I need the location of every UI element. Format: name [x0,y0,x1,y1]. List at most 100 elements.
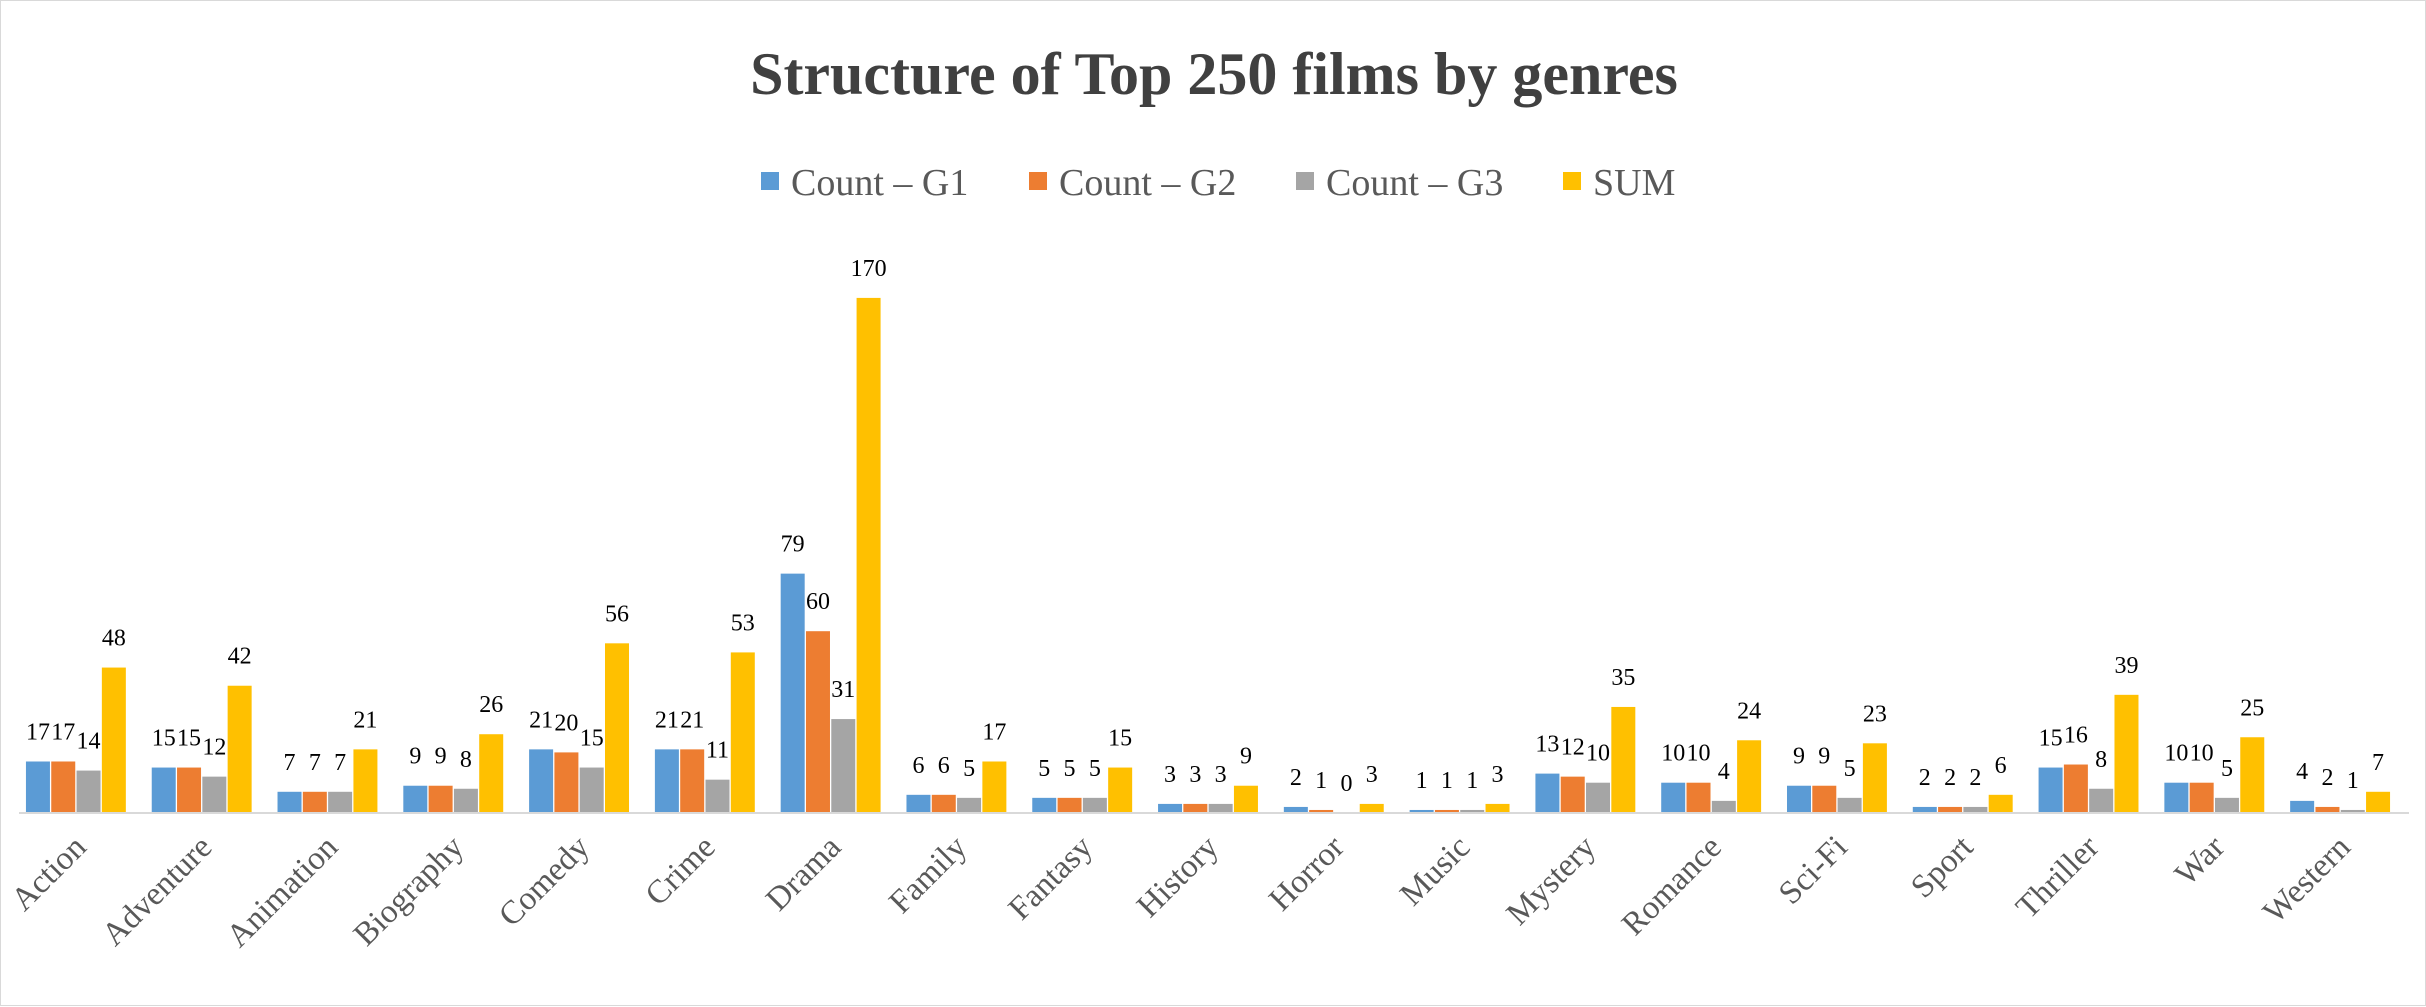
bar-group-biography: 9 9 826 [403,692,503,813]
bar-comedy-count-g3 [579,767,604,813]
bar-romance-count-g2 [1686,782,1711,813]
data-label-war-count-g2: 10 [2190,741,2214,767]
bar-biography-sum [479,734,504,813]
bar-group-sci-fi: 9 9 523 [1786,701,1887,813]
data-label-horror-sum: 3 [1366,762,1378,788]
bar-family-count-g2 [931,794,956,813]
bar-horror-sum [1359,803,1384,813]
bar-thriller-sum [2114,694,2139,813]
bar-thriller-count-g2 [2063,764,2088,813]
bar-war-count-g1 [2164,782,2189,813]
data-label-crime-count-g3: 11 [706,738,729,764]
tick-label-biography: Biography [347,829,471,953]
data-label-horror-count-g3: 0 [1340,771,1352,797]
bar-sci-fi-count-g3 [1837,797,1862,813]
data-label-thriller-count-g2: 16 [2064,723,2088,749]
data-label-horror-count-g2: 1 [1315,768,1327,794]
bar-group-drama: 79 60 31 170 [780,256,887,813]
bar-crime-count-g1 [654,749,679,813]
tick-label-history: History [1130,829,1226,925]
bar-action-count-g2 [51,761,76,813]
data-label-comedy-sum: 56 [605,601,629,627]
data-label-western-count-g3: 1 [2347,768,2359,794]
bar-drama-count-g1 [780,573,805,813]
tick-label-sci-fi: Sci-Fi [1772,829,1855,912]
data-label-drama-count-g3: 31 [831,677,855,703]
legend-label-count-g1: Count – G1 [791,162,968,204]
data-label-mystery-count-g3: 10 [1586,741,1610,767]
data-label-sci-fi-count-g3: 5 [1844,756,1856,782]
bar-group-fantasy: 5 5 515 [1032,726,1133,813]
bar-mystery-count-g1 [1535,773,1560,813]
legend-label-sum: SUM [1593,162,1675,204]
legend-swatch-count-g3 [1296,172,1314,190]
bar-family-count-g3 [957,797,982,813]
bar-thriller-count-g1 [2038,767,2063,813]
bar-crime-sum [730,652,755,813]
data-label-mystery-count-g1: 13 [1535,732,1559,758]
data-label-war-sum: 25 [2240,695,2264,721]
bar-drama-count-g2 [805,631,830,813]
legend-label-count-g2: Count – G2 [1059,162,1236,204]
tick-label-music: Music [1393,829,1477,913]
data-label-music-count-g2: 1 [1441,768,1453,794]
data-label-family-sum: 17 [982,719,1006,745]
data-label-animation-count-g1: 7 [284,750,296,776]
data-label-history-sum: 9 [1240,744,1252,770]
data-label-biography-sum: 26 [479,692,503,718]
data-label-drama-count-g2: 60 [806,589,830,615]
data-label-horror-count-g1: 2 [1290,765,1302,791]
bar-group-mystery: 13 12 10 35 [1535,665,1636,813]
tick-label-horror: Horror [1262,829,1351,918]
bar-horror-count-g2 [1309,809,1334,813]
bar-sport-count-g3 [1963,806,1988,813]
data-label-action-sum: 48 [102,626,126,652]
data-label-fantasy-count-g1: 5 [1038,756,1050,782]
bar-group-family: 6 6 517 [906,719,1007,813]
data-label-romance-count-g3: 4 [1718,759,1730,785]
bar-music-count-g1 [1409,809,1434,813]
bar-history-count-g3 [1208,803,1233,813]
tick-label-adventure: Adventure [95,829,219,953]
data-label-sci-fi-count-g1: 9 [1793,744,1805,770]
tick-label-drama: Drama [759,829,848,918]
bar-war-count-g3 [2214,797,2239,813]
data-label-crime-count-g2: 21 [680,707,704,733]
data-label-drama-sum: 170 [851,256,887,282]
bar-fantasy-count-g3 [1082,797,1107,813]
bar-war-count-g2 [2189,782,2214,813]
chart-title: Structure of Top 250 films by genres [750,41,1678,107]
tick-label-comedy: Comedy [492,829,597,934]
bar-action-count-g1 [25,761,50,813]
legend-swatch-sum [1563,172,1581,190]
data-label-adventure-count-g3: 12 [202,735,226,761]
bar-biography-count-g2 [428,785,453,813]
bar-music-sum [1485,803,1510,813]
legend-item-count-g3: Count – G3 [1296,162,1503,204]
data-label-western-count-g2: 2 [2321,765,2333,791]
data-label-thriller-sum: 39 [2114,653,2138,679]
legend-item-count-g2: Count – G2 [1029,162,1236,204]
legend-swatch-count-g2 [1029,172,1047,190]
bar-animation-count-g2 [302,791,327,813]
legend-label-count-g3: Count – G3 [1326,162,1503,204]
data-label-sport-sum: 6 [1995,753,2007,779]
data-label-thriller-count-g3: 8 [2095,747,2107,773]
bar-animation-sum [353,749,378,813]
data-label-drama-count-g1: 79 [781,532,805,558]
data-label-comedy-count-g2: 20 [554,710,578,736]
bar-music-count-g2 [1434,809,1459,813]
data-label-adventure-sum: 42 [228,644,252,670]
bar-group-western: 4 2 17 [2290,750,2391,813]
x-axis-tick-labels: Action Adventure Animation Biography Comedy C… [5,829,2358,955]
data-label-animation-count-g3: 7 [334,750,346,776]
data-label-romance-count-g1: 10 [1661,741,1685,767]
data-label-mystery-count-g2: 12 [1561,735,1585,761]
